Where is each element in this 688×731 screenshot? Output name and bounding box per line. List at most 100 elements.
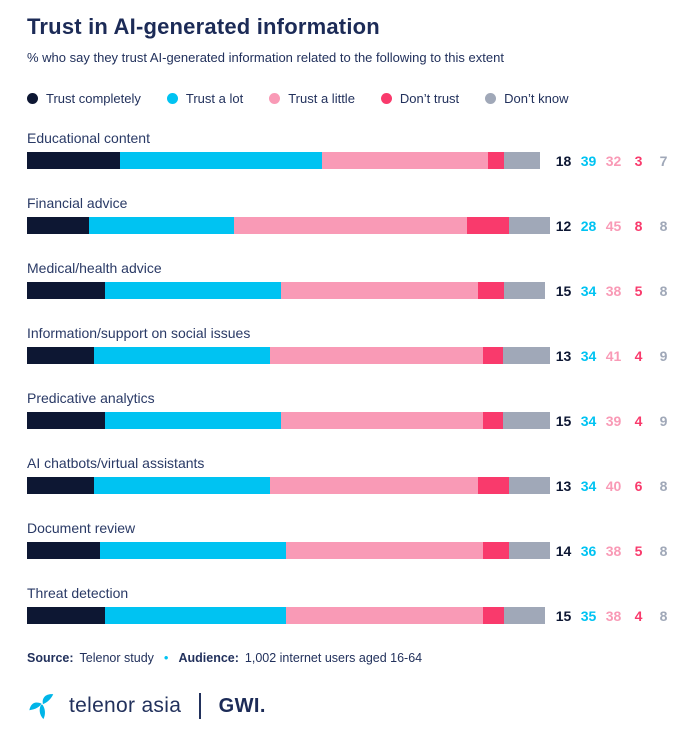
- value-label: 4: [634, 412, 643, 429]
- legend-item: Don’t trust: [380, 91, 460, 106]
- bar-track: [27, 217, 551, 234]
- value-label: 41: [605, 347, 622, 364]
- bar-segment: [482, 542, 509, 559]
- telenor-asia-logo-text: telenor asia: [69, 694, 182, 717]
- chart-row: Medical/health advice 15 34 38 5 8: [27, 260, 667, 299]
- bar-segment: [503, 152, 540, 169]
- bar-segment: [27, 217, 90, 234]
- value-label: 34: [580, 347, 597, 364]
- bar-segment: [104, 607, 286, 624]
- legend-label: Don’t know: [504, 91, 569, 106]
- value-label: 36: [580, 542, 597, 559]
- bar-line: 12 28 45 8 8: [27, 217, 667, 234]
- bar-segment: [488, 152, 504, 169]
- bar-segment: [482, 412, 504, 429]
- bar-segment: [234, 217, 468, 234]
- chart-row: Information/support on social issues 13 34…: [27, 325, 667, 364]
- gwi-logo-text: GWI.: [218, 694, 266, 717]
- chart-legend: Trust completely Trust a lot Trust a littl…: [27, 91, 660, 106]
- legend-dot-icon: [269, 93, 281, 104]
- value-labels: 12 28 45 8 8: [551, 218, 676, 234]
- bar-segment: [104, 282, 281, 299]
- legend-label: Don’t trust: [399, 91, 460, 106]
- bar-segment: [503, 347, 550, 364]
- bar-segment: [508, 217, 550, 234]
- bar-segment: [508, 542, 550, 559]
- bar-segment: [89, 217, 235, 234]
- value-label: 40: [605, 477, 622, 494]
- value-labels: 13 34 41 4 9: [551, 348, 676, 364]
- category-label: Predicative analytics: [27, 390, 155, 406]
- bar-line: 14 36 38 5 8: [27, 542, 667, 559]
- telenor-propeller-icon: [29, 694, 54, 720]
- value-labels: 13 34 40 6 8: [551, 478, 676, 494]
- value-label: 39: [580, 152, 597, 169]
- value-label: 8: [659, 542, 668, 559]
- stacked-bar: [27, 217, 550, 234]
- value-label: 8: [659, 607, 668, 624]
- value-label: 3: [634, 152, 643, 169]
- bar-segment: [508, 477, 550, 494]
- value-label: 15: [555, 607, 572, 624]
- audience-value: 1,002 internet users aged 16-64: [244, 650, 423, 665]
- bar-segment: [280, 282, 478, 299]
- chart-row: AI chatbots/virtual assistants 13 34 40 6 8: [27, 455, 667, 494]
- bar-line: 15 34 39 4 9: [27, 412, 667, 429]
- bar-track: [27, 347, 551, 364]
- bar-segment: [477, 477, 509, 494]
- bar-segment: [27, 542, 100, 559]
- source-label: Source:: [27, 650, 74, 665]
- value-label: 6: [634, 477, 643, 494]
- category-label: Threat detection: [27, 585, 129, 601]
- bar-segment: [270, 347, 483, 364]
- value-label: 8: [634, 217, 643, 234]
- value-label: 8: [659, 282, 668, 299]
- bar-track: [27, 542, 551, 559]
- logo-row: telenor asia GWI.: [27, 691, 660, 721]
- bar-segment: [467, 217, 509, 234]
- stacked-bar: [27, 282, 545, 299]
- bar-segment: [27, 477, 95, 494]
- value-label: 15: [555, 282, 572, 299]
- bar-segment: [120, 152, 323, 169]
- category-label: Information/support on social issues: [27, 325, 251, 341]
- bar-segment: [27, 607, 105, 624]
- category-label: Document review: [27, 520, 136, 536]
- bar-segment: [482, 607, 504, 624]
- bar-segment: [27, 412, 105, 429]
- value-label: 38: [605, 282, 622, 299]
- chart-row: Educational content 18 39 32 3 7: [27, 130, 667, 169]
- bar-track: [27, 477, 551, 494]
- page-title: Trust in AI-generated information: [27, 14, 380, 39]
- bar-segment: [94, 347, 271, 364]
- legend-dot-icon: [485, 93, 497, 104]
- value-labels: 18 39 32 3 7: [551, 153, 676, 169]
- value-label: 5: [634, 282, 643, 299]
- category-label: Educational content: [27, 130, 150, 146]
- legend-dot-icon: [166, 93, 178, 104]
- stacked-bar: [27, 607, 545, 624]
- bar-segment: [280, 412, 483, 429]
- legend-label: Trust a little: [288, 91, 355, 106]
- bar-track: [27, 607, 551, 624]
- value-label: 8: [659, 217, 668, 234]
- value-label: 18: [555, 152, 572, 169]
- chart-row: Predicative analytics 15 34 39 4 9: [27, 390, 667, 429]
- legend-item: Trust completely: [27, 91, 141, 106]
- legend-item: Trust a little: [269, 91, 355, 106]
- bar-segment: [27, 347, 95, 364]
- bar-segment: [503, 607, 545, 624]
- bar-segment: [270, 477, 478, 494]
- logo-divider: [199, 693, 201, 719]
- value-label: 12: [555, 217, 572, 234]
- value-label: 9: [659, 347, 668, 364]
- value-labels: 15 35 38 4 8: [551, 608, 676, 624]
- chart-rows: Educational content 18 39 32 3 7 Financial adv…: [27, 130, 667, 624]
- bar-line: 13 34 41 4 9: [27, 347, 667, 364]
- value-labels: 15 34 39 4 9: [551, 413, 676, 429]
- bar-track: [27, 412, 551, 429]
- bar-segment: [27, 152, 121, 169]
- value-label: 35: [580, 607, 597, 624]
- stacked-bar: [27, 477, 550, 494]
